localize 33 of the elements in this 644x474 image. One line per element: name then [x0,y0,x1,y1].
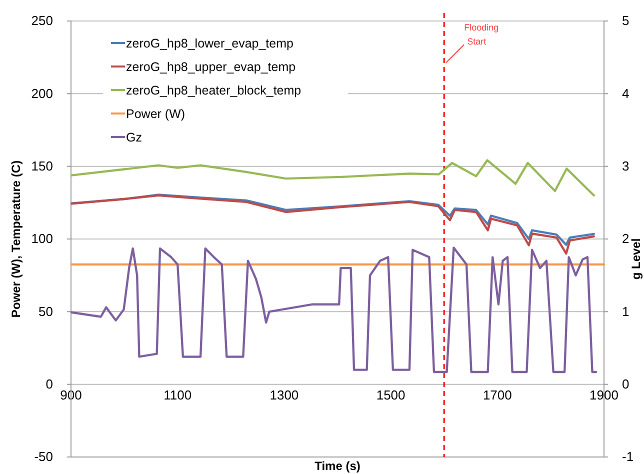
y2-tick-label: 5 [622,13,630,28]
legend-label: zeroG_hp8_heater_block_temp [126,84,302,98]
x-tick-label: 900 [60,388,82,403]
legend-label: zeroG_hp8_upper_evap_temp [126,60,296,74]
y-tick-label: -50 [34,449,53,464]
line-series [70,159,595,196]
legend-label: Gz [126,130,142,144]
legend-label: zeroG_hp8_lower_evap_temp [126,36,294,50]
x-tick-label: 1300 [270,388,299,403]
y2-tick-label: 2 [622,231,630,246]
y2-tick-label: -1 [622,449,634,464]
y2-tick-label: 0 [622,376,630,392]
line-series [70,246,598,374]
x-tick-label: 1100 [164,388,192,403]
y-axis-title: Power (W), Temperature (C) [9,160,23,318]
line-series [70,194,595,255]
y-tick-label: 0 [46,376,53,392]
legend-label: Power (W) [126,107,186,121]
y-tick-label: 250 [31,13,53,28]
x-tick-label: 1900 [590,388,618,403]
x-tick-label: 1500 [376,388,406,403]
y-tick-label: 100 [31,231,53,246]
x-axis-title: Time (s) [314,459,360,473]
y-tick-label: 200 [31,86,53,101]
annotation: Flooding Start [464,22,499,47]
y-tick-label: 50 [38,304,53,319]
y2-tick-label: 3 [622,158,630,174]
line-series [70,194,595,246]
y2-axis-title: g Level [629,238,643,280]
x-tick-label: 1700 [482,388,512,403]
y-tick-label: 150 [31,158,53,174]
y2-tick-label: 1 [622,304,630,319]
y2-tick-label: 4 [622,86,630,101]
